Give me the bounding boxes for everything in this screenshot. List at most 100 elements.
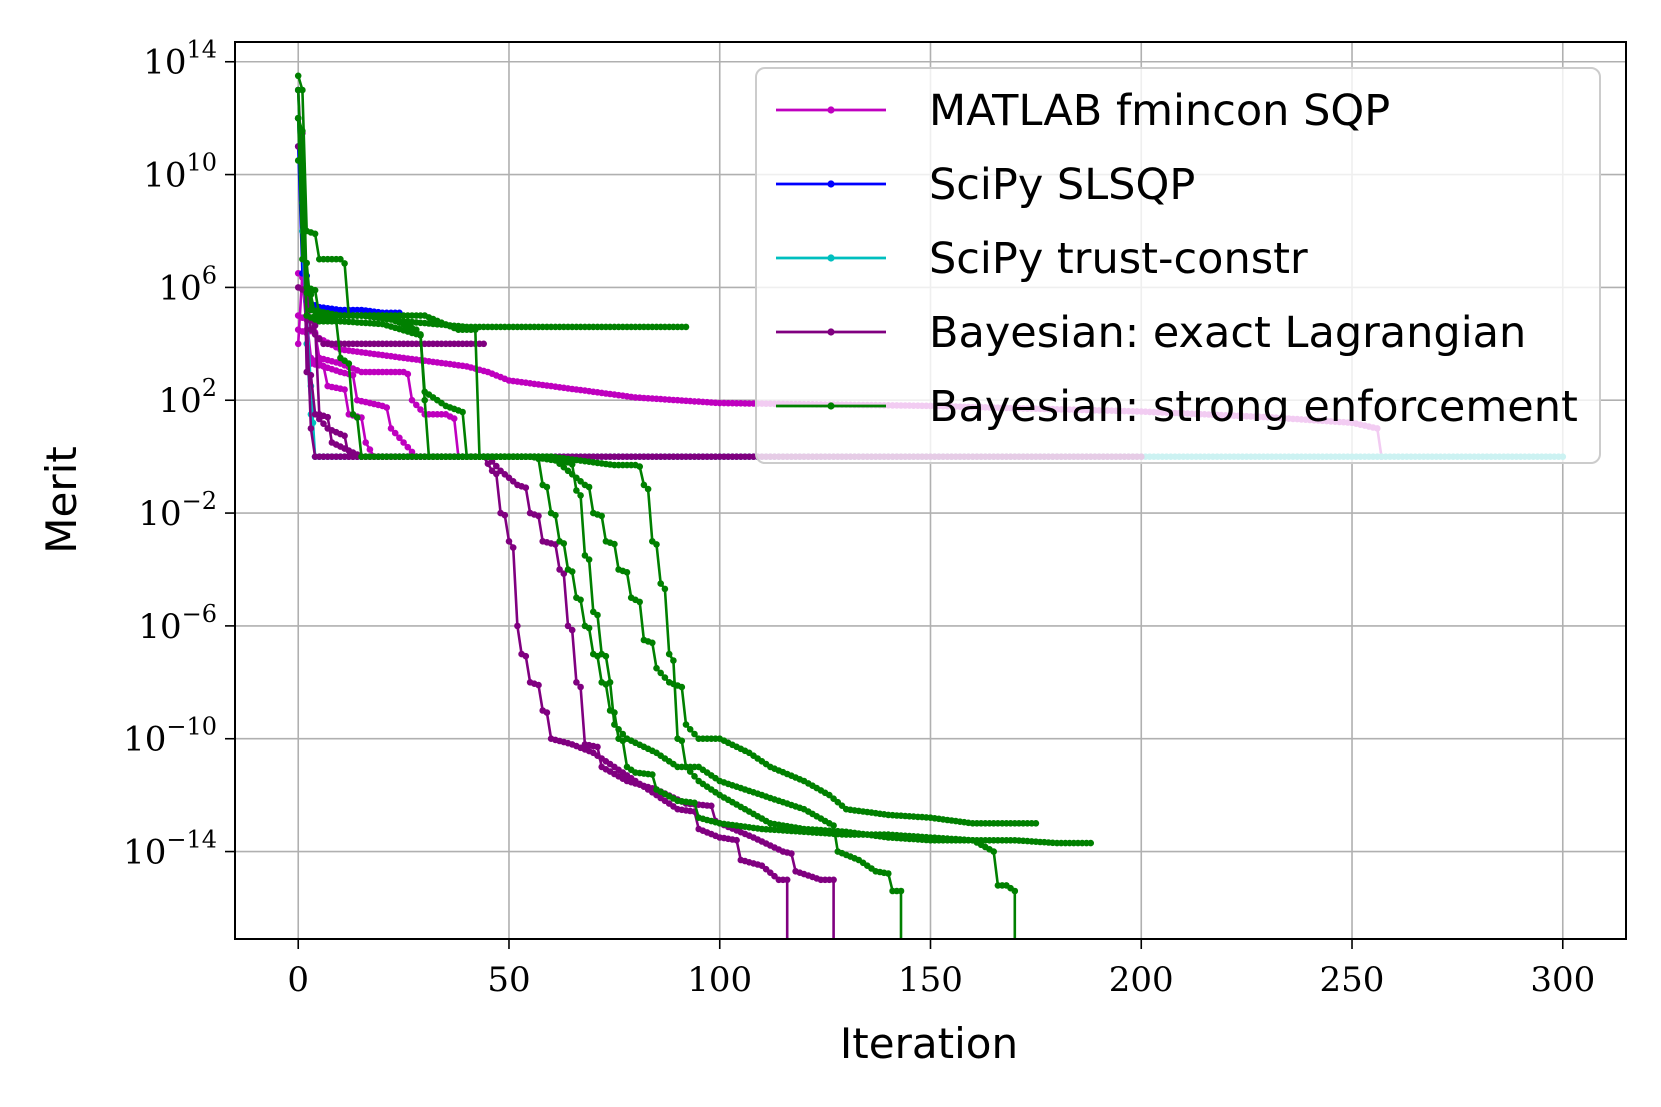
data-point <box>514 622 521 630</box>
y-tick-exponent: 6 <box>202 261 217 289</box>
data-point <box>505 538 513 545</box>
y-tick-exponent: −6 <box>182 600 217 628</box>
y-tick-base: 10 <box>158 268 201 308</box>
data-point <box>396 434 403 442</box>
data-point <box>653 541 660 548</box>
legend-entry-label: Bayesian: exact Lagrangian <box>929 308 1526 358</box>
data-point <box>417 331 424 338</box>
data-point <box>657 669 664 677</box>
data-point <box>678 737 686 745</box>
legend-swatch-marker <box>827 106 835 114</box>
legend-box <box>755 67 1601 464</box>
data-point <box>661 674 669 681</box>
y-tick-base: 10 <box>143 43 186 83</box>
data-point <box>606 679 614 686</box>
x-tick-label: 200 <box>1109 960 1174 1000</box>
y-axis-title: Merit <box>37 446 86 553</box>
data-point <box>493 462 500 470</box>
data-point <box>294 340 302 348</box>
data-point <box>568 461 576 468</box>
data-point <box>640 481 648 489</box>
data-point <box>366 446 374 453</box>
data-point <box>653 664 660 672</box>
data-point <box>341 432 348 440</box>
data-point <box>585 483 593 491</box>
data-point <box>480 340 488 348</box>
data-point <box>644 485 652 493</box>
x-tick-label: 150 <box>898 960 963 1000</box>
data-point <box>413 326 420 334</box>
data-point <box>830 822 837 829</box>
data-point <box>294 86 302 94</box>
data-point <box>691 773 698 780</box>
data-point <box>294 72 302 80</box>
data-point <box>311 331 319 338</box>
data-point <box>568 626 576 634</box>
data-point <box>316 415 323 423</box>
data-point <box>307 291 315 299</box>
data-point <box>345 360 353 367</box>
data-point <box>535 681 542 689</box>
y-tick-exponent: 2 <box>202 374 217 402</box>
data-point <box>552 511 559 519</box>
x-tick-label: 300 <box>1530 960 1595 1000</box>
y-tick-exponent: −10 <box>166 713 217 741</box>
x-tick-label: 0 <box>287 960 309 1000</box>
data-point <box>324 413 332 421</box>
data-point <box>560 540 568 547</box>
y-tick-base: 10 <box>158 381 201 421</box>
data-point <box>636 598 643 606</box>
data-point <box>686 768 694 775</box>
series-line <box>296 118 400 315</box>
y-tick-label: 1010 <box>143 149 217 196</box>
data-point <box>594 743 601 751</box>
data-point <box>581 552 589 559</box>
y-tick-base: 10 <box>143 156 186 196</box>
y-tick-base: 10 <box>123 720 166 760</box>
data-point <box>417 406 424 413</box>
data-point <box>1032 820 1040 827</box>
data-point <box>897 887 905 895</box>
data-point <box>294 114 302 122</box>
data-point <box>320 362 327 370</box>
data-point <box>670 657 677 664</box>
y-tick-base: 10 <box>123 833 166 873</box>
data-point <box>636 463 643 470</box>
data-point <box>611 721 618 728</box>
data-point <box>421 396 429 404</box>
data-point <box>733 836 740 844</box>
data-point <box>459 408 466 416</box>
data-point <box>783 876 791 884</box>
y-tick-exponent: 10 <box>186 149 217 177</box>
y-tick-label: 10−6 <box>138 600 217 647</box>
data-point <box>522 484 530 492</box>
data-point <box>577 683 584 691</box>
data-point <box>556 566 563 573</box>
data-point <box>691 730 698 738</box>
data-point <box>568 568 576 575</box>
data-point <box>1087 839 1094 847</box>
data-point <box>577 492 584 499</box>
data-point <box>682 721 690 728</box>
data-point <box>509 544 517 551</box>
data-point <box>564 622 572 630</box>
data-point <box>682 323 690 331</box>
data-point <box>577 596 584 604</box>
data-point <box>594 611 601 619</box>
data-point <box>661 585 669 593</box>
legend-entry-label: MATLAB fmincon SQP <box>929 86 1390 136</box>
x-tick-label: 50 <box>487 960 530 1000</box>
data-point <box>682 763 690 771</box>
x-axis-title: Iteration <box>840 1019 1018 1068</box>
data-point <box>337 255 344 263</box>
y-tick-exponent: 14 <box>186 36 217 64</box>
legend-swatch-marker <box>827 402 835 410</box>
data-point <box>349 371 357 379</box>
data-point <box>573 679 580 686</box>
data-point <box>488 458 496 465</box>
y-tick-label: 10−2 <box>138 487 217 534</box>
data-point <box>311 322 319 329</box>
data-point <box>404 443 412 451</box>
